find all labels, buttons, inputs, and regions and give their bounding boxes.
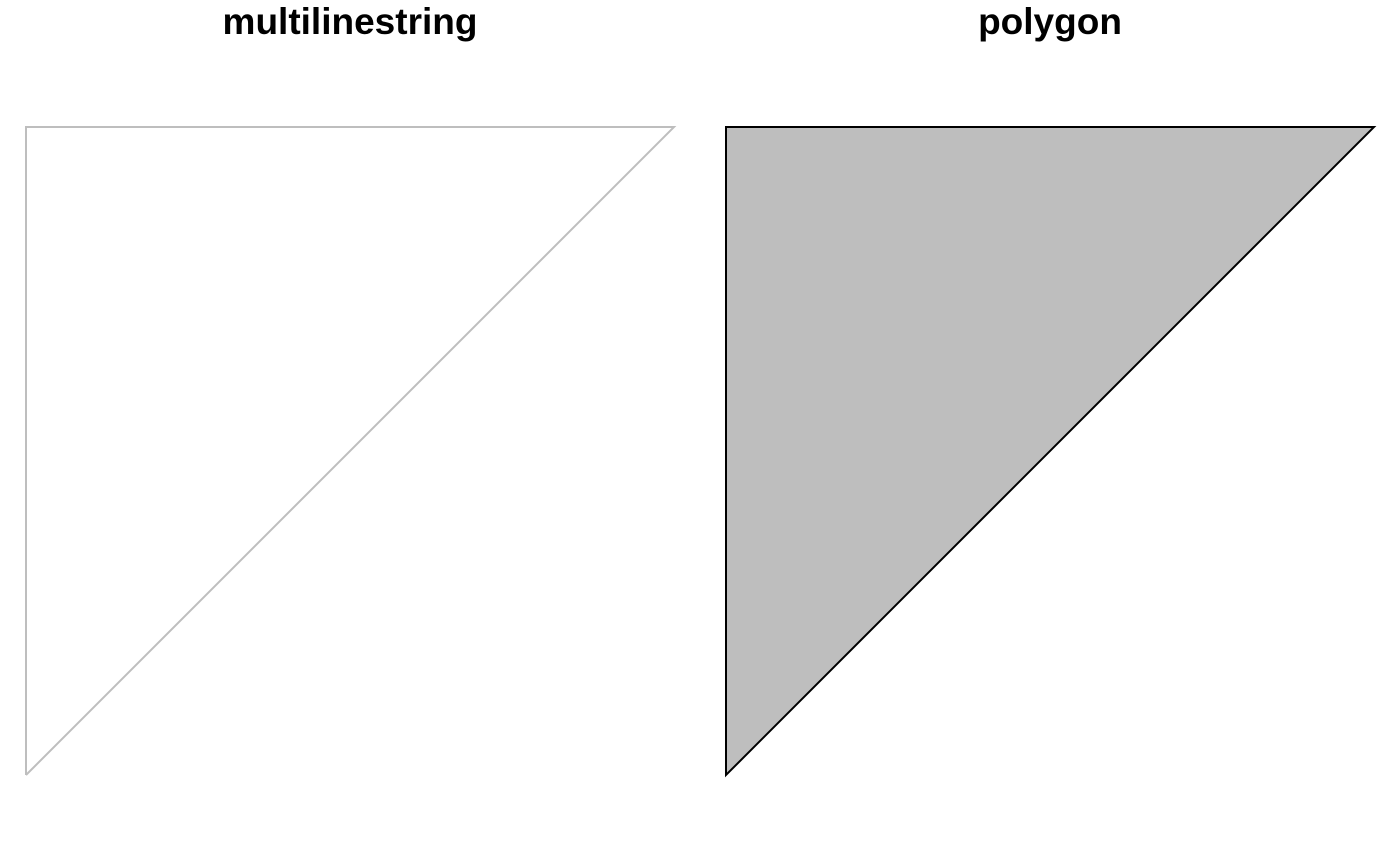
multilinestring-panel-title: multilinestring [222, 1, 478, 42]
polygon-triangle [725, 126, 1377, 778]
multilinestring-triangle-outline [25, 126, 677, 776]
polygon-panel-title: polygon [978, 1, 1122, 42]
